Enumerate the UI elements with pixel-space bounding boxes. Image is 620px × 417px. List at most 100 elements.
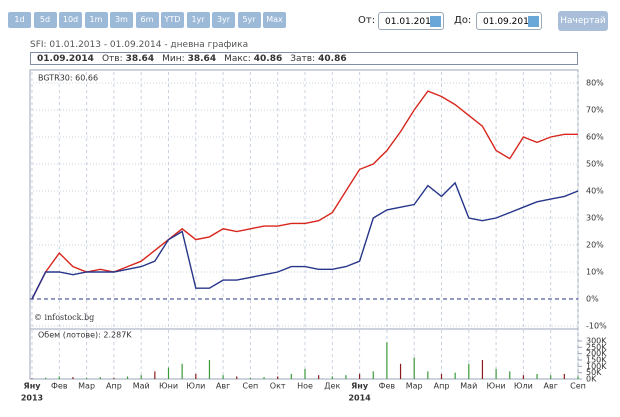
volume-bar xyxy=(31,378,33,379)
x-tick-label: Май xyxy=(133,382,150,391)
volume-bar xyxy=(440,373,443,379)
x-tick-label: Юли xyxy=(514,382,533,391)
volume-bar xyxy=(181,363,183,379)
y-tick-label: 50% xyxy=(586,160,604,169)
x-tick-label: Ное xyxy=(297,382,313,391)
y-tick-label: 0% xyxy=(586,295,599,304)
range-button[interactable]: 5d xyxy=(33,12,57,28)
to-label: До: xyxy=(454,15,472,26)
info-item: Отв: xyxy=(101,54,123,64)
range-button[interactable]: 1yr xyxy=(186,12,210,28)
volume-bar xyxy=(195,373,197,379)
range-button[interactable]: 6m xyxy=(135,12,159,28)
from-input[interactable]: 01.01.2013 xyxy=(378,12,444,30)
volume-bar xyxy=(167,367,170,379)
y-tick-label: -10% xyxy=(586,322,607,331)
volume-bar xyxy=(495,368,497,379)
volume-bar xyxy=(140,375,142,379)
volume-bar xyxy=(577,376,579,379)
volume-bar xyxy=(468,363,470,379)
volume-bar xyxy=(208,360,211,379)
volume-bar xyxy=(222,375,224,379)
volume-bar xyxy=(249,377,251,379)
x-tick-label: Мар xyxy=(406,382,423,391)
info-item: 40.86 xyxy=(253,54,283,64)
y-tick-label: 40% xyxy=(586,187,604,196)
header: SFI: 01.01.2013 - 01.09.2014 - дневна гр… xyxy=(30,40,249,50)
volume-title: Обем (лотове): 2.287K xyxy=(38,331,132,340)
volume-bar xyxy=(481,360,484,379)
to-input[interactable]: 01.09.2014 xyxy=(476,12,542,30)
volume-bar xyxy=(550,375,552,379)
volume-bar xyxy=(399,363,402,379)
range-button[interactable]: 5yr xyxy=(237,12,261,28)
volume-bar xyxy=(304,368,306,379)
y-tick-label: 80% xyxy=(586,79,604,88)
x-tick-label: Апр xyxy=(106,382,122,391)
x-tick-label: Фев xyxy=(379,382,396,391)
volume-bar xyxy=(72,377,74,379)
range-button[interactable]: 3yr xyxy=(212,12,235,28)
volume-tick-label: 300K xyxy=(586,337,607,346)
watermark: © infostock.bg xyxy=(34,313,94,322)
volume-bar xyxy=(126,376,129,379)
x-tick-label: Авг xyxy=(216,382,230,391)
volume-bar xyxy=(45,377,47,379)
x-year-label: 2013 xyxy=(21,394,43,403)
volume-tick-label: 50K xyxy=(586,368,602,377)
x-tick-label: Окт xyxy=(270,382,286,391)
volume-bar xyxy=(386,342,388,379)
x-tick-label: Дек xyxy=(324,382,340,391)
range-button[interactable]: 1m xyxy=(84,12,108,28)
info-item: 38.64 xyxy=(187,54,217,64)
y-tick-label: 10% xyxy=(586,268,604,277)
volume-bar xyxy=(58,376,60,379)
info-row: 01.09.2014 Отв: 38.64 Мин: 38.64 Макс: 40.86 За… xyxy=(30,52,578,65)
y-tick-label: 20% xyxy=(586,241,604,250)
volume-tick-label: 200K xyxy=(586,349,607,358)
volume-bar xyxy=(413,357,415,379)
info-item: Макс: xyxy=(224,54,251,64)
y-tick-label: 70% xyxy=(586,106,604,115)
range-button[interactable]: 1d xyxy=(8,12,31,28)
x-tick-label: Яну xyxy=(351,382,369,391)
volume-bar xyxy=(563,373,565,379)
volume-bar xyxy=(359,373,361,379)
volume-bar xyxy=(509,371,511,379)
x-tick-label: Фев xyxy=(51,382,68,391)
info-item: 01.09.2014 xyxy=(37,54,94,64)
x-tick-label: Юни xyxy=(159,382,178,391)
volume-bar xyxy=(372,371,374,379)
draw-button[interactable]: Начертай xyxy=(558,11,608,31)
volume-bar xyxy=(318,375,320,379)
x-tick-label: Юни xyxy=(487,382,506,391)
volume-bar xyxy=(290,373,292,379)
x-tick-label: Юли xyxy=(186,382,205,391)
series-line xyxy=(31,181,579,300)
volume-bar xyxy=(454,372,456,379)
volume-bar xyxy=(345,375,347,379)
volume-bar xyxy=(154,371,156,379)
volume-bar xyxy=(86,377,88,379)
range-button[interactable]: 10d xyxy=(59,12,82,28)
x-tick-label: Сеп xyxy=(243,382,259,391)
info-item: Мин: xyxy=(162,54,185,64)
range-button[interactable]: Max xyxy=(263,12,286,28)
from-label: От: xyxy=(358,15,376,26)
x-tick-label: Яну xyxy=(24,382,42,391)
volume-tick-label: 250K xyxy=(586,343,607,352)
volume-bar xyxy=(277,376,279,379)
volume-tick-label: 100K xyxy=(586,362,607,371)
volume-bar xyxy=(113,377,115,379)
range-button[interactable]: YTD xyxy=(161,12,184,28)
volume-bar xyxy=(99,377,101,379)
volume-bar xyxy=(427,371,429,379)
x-tick-label: Мар xyxy=(78,382,95,391)
range-button[interactable]: 3m xyxy=(110,12,133,28)
info-item: 40.86 xyxy=(318,54,347,64)
volume-bar xyxy=(263,377,265,379)
volume-bar xyxy=(522,375,524,379)
volume-tick-label: 0K xyxy=(586,375,597,384)
y-tick-label: 60% xyxy=(586,133,604,142)
